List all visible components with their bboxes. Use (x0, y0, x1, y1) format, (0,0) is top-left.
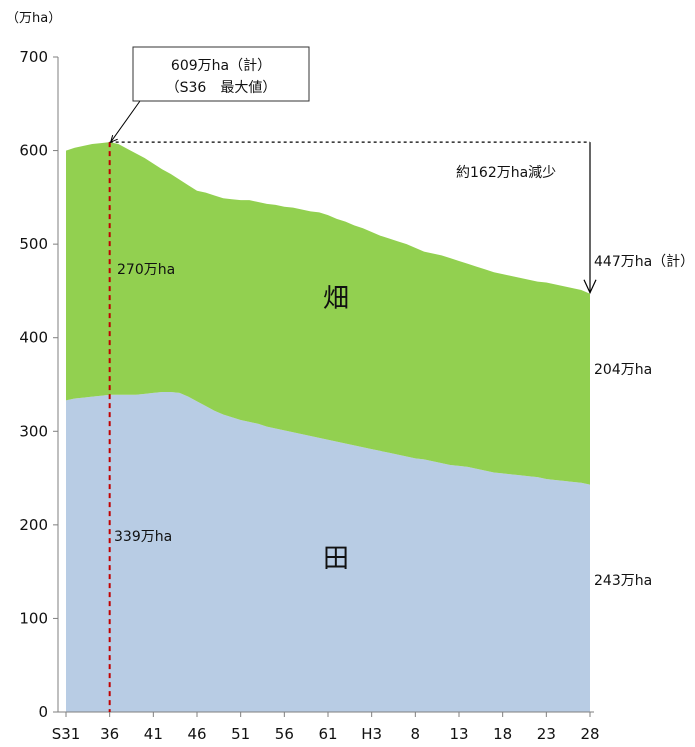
ta-area-label: 田 (323, 544, 349, 574)
x-tick-label: 18 (493, 725, 512, 743)
y-tick-label: 500 (19, 235, 48, 253)
y-tick-label: 700 (19, 48, 48, 66)
peak-callout-box (132, 46, 310, 102)
decrease-arrow-head (583, 279, 597, 295)
area-hatake (66, 142, 590, 485)
peak-callout-line2: （S36 最大値） (166, 80, 277, 96)
x-tick-label: H3 (361, 725, 382, 743)
x-tick-label: 13 (449, 725, 468, 743)
y-tick-label: 200 (19, 516, 48, 534)
peak-callout-line1: 609万ha（計） (171, 58, 271, 74)
x-tick-label: 36 (100, 725, 119, 743)
peak-callout-leader (110, 100, 141, 143)
peak-callout-arrow-head (109, 135, 118, 144)
x-tick-label: 46 (187, 725, 206, 743)
x-tick-label: 8 (411, 725, 421, 743)
y-tick-label: 400 (19, 329, 48, 347)
x-tick-label: 61 (318, 725, 337, 743)
x-tick-label: 41 (144, 725, 163, 743)
total-2016-label: 447万ha（計） (594, 254, 694, 270)
ta-2016-label: 243万ha (594, 573, 652, 589)
hatake-2016-label: 204万ha (594, 362, 652, 378)
x-axis: S31 36 41 46 51 56 61 H3 8 13 18 23 28 (52, 711, 600, 743)
x-tick-label: 56 (275, 725, 294, 743)
y-unit-label: （万ha） (6, 11, 61, 26)
x-tick-label: 51 (231, 725, 250, 743)
area-ta (66, 391, 590, 712)
x-tick-label: S31 (52, 725, 81, 743)
stacked-areas (66, 142, 590, 712)
y-tick-label: 100 (19, 609, 48, 627)
y-tick-label: 0 (38, 703, 48, 721)
y-tick-label: 300 (19, 422, 48, 440)
x-tick-label: 28 (580, 725, 599, 743)
hatake-1961-label: 270万ha (117, 262, 175, 278)
x-tick-label: 23 (537, 725, 556, 743)
y-axis: 0 100 200 300 400 500 600 700 (19, 48, 59, 721)
ta-1961-label: 339万ha (114, 529, 172, 545)
decrease-label: 約162万ha減少 (456, 164, 556, 181)
y-tick-label: 600 (19, 142, 48, 160)
hatake-area-label: 畑 (323, 284, 349, 314)
